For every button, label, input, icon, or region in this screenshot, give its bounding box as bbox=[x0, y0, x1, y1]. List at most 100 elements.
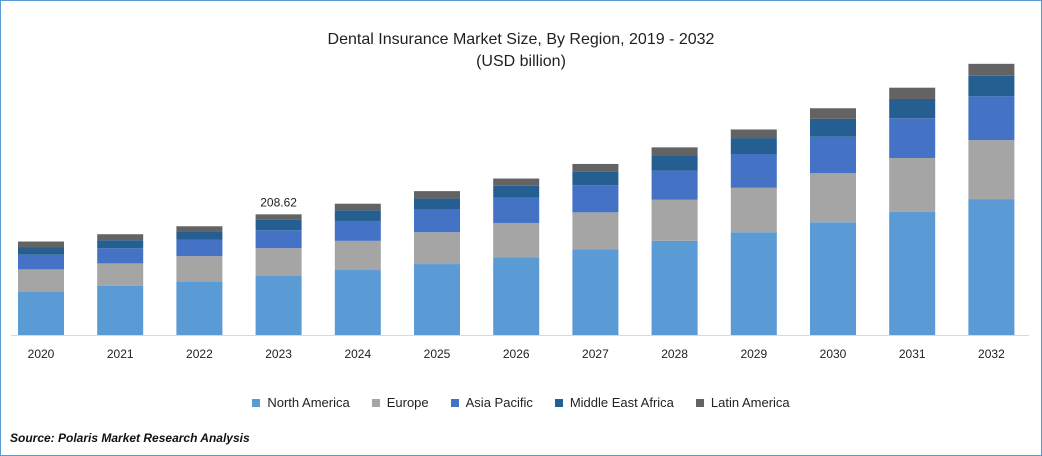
bar-segment-middle-east-africa-2027 bbox=[572, 171, 619, 186]
bar-segment-europe-2025 bbox=[414, 232, 460, 265]
x-tick-label-2031: 2031 bbox=[899, 347, 926, 361]
bar-segment-asia-pacific-2025 bbox=[414, 209, 460, 233]
bar-segment-middle-east-africa-2030 bbox=[810, 118, 856, 137]
legend-item-north-america: North America bbox=[252, 395, 350, 410]
bar-segment-latin-america-2026 bbox=[493, 178, 540, 186]
x-tick-label-2024: 2024 bbox=[344, 347, 371, 361]
x-tick-label-2022: 2022 bbox=[186, 347, 213, 361]
chart-subtitle: (USD billion) bbox=[476, 53, 566, 70]
legend-swatch-middle-east-africa bbox=[554, 398, 563, 407]
legend-swatch-asia-pacific bbox=[450, 398, 459, 407]
bar-segment-asia-pacific-2030 bbox=[810, 136, 856, 174]
bar-segment-middle-east-africa-2020 bbox=[18, 247, 64, 255]
bar-segment-north-america-2030 bbox=[810, 222, 856, 335]
chart-title-block: Dental Insurance Market Size, By Region,… bbox=[1, 29, 1041, 73]
legend-swatch-latin-america bbox=[695, 398, 704, 407]
bar-segment-asia-pacific-2031 bbox=[889, 118, 936, 158]
bar-segment-europe-2029 bbox=[730, 187, 777, 233]
bar-segment-latin-america-2030 bbox=[810, 108, 856, 119]
bar-segment-asia-pacific-2020 bbox=[18, 254, 64, 270]
bar-segment-middle-east-africa-2025 bbox=[414, 198, 460, 210]
bar-segment-middle-east-africa-2031 bbox=[889, 98, 936, 119]
source-note: Source: Polaris Market Research Analysis bbox=[10, 431, 250, 445]
bar-segment-europe-2021 bbox=[97, 263, 144, 286]
x-tick-label-2027: 2027 bbox=[582, 347, 609, 361]
bar-segment-europe-2022 bbox=[176, 256, 223, 282]
bar-segment-asia-pacific-2032 bbox=[968, 96, 1015, 141]
bar-segment-europe-2032 bbox=[968, 140, 1015, 200]
bar-segment-latin-america-2027 bbox=[572, 163, 619, 172]
bar-segment-asia-pacific-2027 bbox=[572, 185, 619, 213]
bar-segment-north-america-2020 bbox=[18, 291, 64, 335]
bar-segment-asia-pacific-2024 bbox=[334, 220, 381, 241]
legend-swatch-north-america bbox=[252, 398, 261, 407]
bar-segment-middle-east-africa-2026 bbox=[493, 185, 540, 198]
x-tick-label-2025: 2025 bbox=[424, 347, 451, 361]
legend-item-latin-america: Latin America bbox=[695, 395, 790, 410]
bar-segment-north-america-2021 bbox=[97, 285, 144, 335]
x-tick-label-2023: 2023 bbox=[265, 347, 292, 361]
bar-segment-middle-east-africa-2024 bbox=[334, 210, 381, 221]
bar-segment-europe-2027 bbox=[572, 212, 619, 250]
bar-segment-latin-america-2020 bbox=[18, 241, 64, 248]
bar-segment-north-america-2026 bbox=[493, 257, 540, 335]
x-tick-label-2020: 2020 bbox=[28, 347, 55, 361]
bar-segment-europe-2031 bbox=[889, 157, 936, 212]
x-tick-label-2030: 2030 bbox=[820, 347, 847, 361]
x-tick-label-2021: 2021 bbox=[107, 347, 134, 361]
bar-segment-europe-2024 bbox=[334, 240, 381, 271]
x-tick-label-2028: 2028 bbox=[661, 347, 688, 361]
bar-segment-latin-america-2032 bbox=[968, 63, 1015, 76]
bar-segment-north-america-2023 bbox=[255, 275, 302, 335]
legend-label-middle-east-africa: Middle East Africa bbox=[569, 395, 674, 410]
bar-segment-latin-america-2023 bbox=[255, 214, 302, 220]
bar-segment-latin-america-2022 bbox=[176, 226, 223, 232]
bar-segment-europe-2028 bbox=[651, 199, 698, 241]
x-tick-label-2032: 2032 bbox=[978, 347, 1005, 361]
bar-segment-middle-east-africa-2028 bbox=[651, 155, 698, 171]
bar-segment-latin-america-2029 bbox=[730, 129, 777, 139]
legend-label-europe: Europe bbox=[386, 395, 429, 410]
bar-segment-north-america-2031 bbox=[889, 211, 936, 335]
data-label-2023: 208.62 bbox=[260, 195, 297, 209]
bar-segment-north-america-2024 bbox=[334, 270, 381, 335]
bar-segment-europe-2020 bbox=[18, 269, 64, 292]
bar-segment-middle-east-africa-2021 bbox=[97, 240, 144, 249]
bar-segment-europe-2030 bbox=[810, 173, 856, 223]
legend-label-north-america: North America bbox=[267, 395, 350, 410]
chart-title: Dental Insurance Market Size, By Region,… bbox=[327, 31, 715, 48]
bar-segment-middle-east-africa-2022 bbox=[176, 231, 223, 240]
bar-segment-latin-america-2021 bbox=[97, 234, 144, 241]
bar-segment-asia-pacific-2022 bbox=[176, 239, 223, 257]
bar-segment-latin-america-2031 bbox=[889, 87, 936, 99]
bar-segment-middle-east-africa-2029 bbox=[730, 138, 777, 154]
chart-legend: North America Europe Asia Pacific Middle… bbox=[1, 395, 1041, 410]
bar-segment-asia-pacific-2021 bbox=[97, 248, 144, 264]
legend-swatch-europe bbox=[371, 398, 380, 407]
bar-segment-europe-2023 bbox=[255, 248, 302, 276]
bar-segment-middle-east-africa-2032 bbox=[968, 75, 1015, 97]
bar-segment-north-america-2027 bbox=[572, 249, 619, 335]
bar-segment-north-america-2028 bbox=[651, 240, 698, 335]
legend-item-asia-pacific: Asia Pacific bbox=[450, 395, 533, 410]
bar-segment-north-america-2029 bbox=[730, 232, 777, 336]
x-tick-label-2026: 2026 bbox=[503, 347, 530, 361]
legend-item-europe: Europe bbox=[371, 395, 429, 410]
bar-segment-europe-2026 bbox=[493, 222, 540, 258]
bar-segment-latin-america-2025 bbox=[414, 191, 460, 199]
x-tick-label-2029: 2029 bbox=[740, 347, 767, 361]
bar-segment-north-america-2025 bbox=[414, 264, 460, 335]
bar-segment-middle-east-africa-2023 bbox=[255, 219, 302, 231]
bar-segment-north-america-2022 bbox=[176, 281, 223, 335]
legend-label-latin-america: Latin America bbox=[710, 395, 790, 410]
bar-segment-asia-pacific-2029 bbox=[730, 154, 777, 188]
bar-segment-north-america-2032 bbox=[968, 199, 1015, 335]
bar-segment-latin-america-2024 bbox=[334, 203, 381, 211]
legend-item-middle-east-africa: Middle East Africa bbox=[554, 395, 674, 410]
bar-segment-asia-pacific-2026 bbox=[493, 197, 540, 223]
legend-label-asia-pacific: Asia Pacific bbox=[465, 395, 533, 410]
bar-segment-latin-america-2028 bbox=[651, 147, 698, 156]
bar-segment-asia-pacific-2028 bbox=[651, 170, 698, 200]
